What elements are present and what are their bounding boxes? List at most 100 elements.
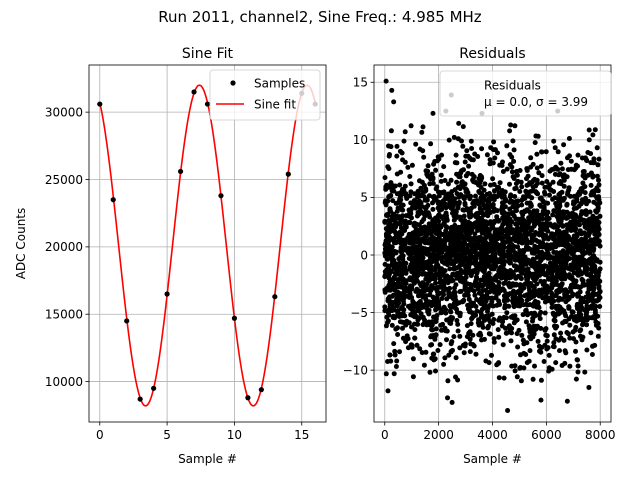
residual-point: [457, 345, 463, 351]
residual-point: [565, 214, 571, 220]
residual-point: [536, 312, 542, 318]
residual-point: [588, 237, 594, 243]
residual-point: [458, 278, 464, 284]
residual-point: [427, 285, 433, 291]
residual-point: [596, 231, 602, 237]
residual-point: [491, 266, 497, 272]
residual-point: [571, 167, 577, 173]
residual-point: [392, 217, 398, 223]
residual-point: [570, 309, 576, 315]
residual-point: [482, 181, 488, 187]
residual-point: [425, 163, 431, 169]
residual-point: [455, 241, 461, 247]
residual-point: [479, 337, 484, 343]
residual-point: [588, 160, 594, 166]
residual-point: [386, 166, 392, 172]
residual-point: [597, 266, 603, 272]
residual-point: [469, 171, 475, 177]
residual-point: [484, 198, 490, 204]
residual-point: [432, 220, 438, 226]
residual-point: [566, 316, 572, 322]
residual-point: [543, 149, 549, 155]
residual-point: [392, 352, 398, 358]
residual-point: [531, 331, 537, 337]
residual-point: [530, 376, 536, 382]
residual-point: [592, 241, 598, 247]
sine-fit-ytick-label: 20000: [45, 240, 83, 254]
residual-point: [539, 173, 545, 179]
residual-point: [552, 145, 558, 151]
residual-point: [594, 145, 600, 151]
residual-point: [451, 334, 457, 340]
residual-point: [530, 275, 536, 281]
residual-point: [542, 184, 548, 190]
residual-point: [495, 236, 501, 242]
residual-point: [573, 241, 578, 246]
residual-point: [439, 310, 445, 315]
residual-point: [428, 334, 434, 340]
residual-point: [413, 244, 419, 250]
residual-point: [436, 193, 442, 199]
sine-fit-curve: [98, 84, 317, 407]
residual-point: [508, 229, 514, 235]
residual-point: [590, 298, 596, 304]
residual-point: [387, 243, 393, 249]
residual-point: [485, 284, 491, 290]
residual-point: [587, 209, 593, 215]
residual-point: [488, 204, 494, 209]
residual-point: [519, 332, 525, 338]
residual-point: [399, 313, 405, 319]
residual-point: [481, 187, 487, 193]
residual-point: [523, 246, 529, 252]
sine-fit-legend-label: Sine fit: [254, 98, 296, 112]
residual-point: [471, 288, 477, 294]
residual-point: [444, 213, 449, 219]
residual-point: [569, 293, 575, 299]
residual-point: [428, 322, 433, 328]
residual-point: [586, 216, 592, 222]
residual-point: [497, 288, 503, 294]
residual-point: [419, 129, 425, 135]
residual-point: [445, 257, 451, 263]
residual-point: [590, 132, 596, 138]
sample-point: [177, 168, 184, 175]
residual-point: [588, 182, 594, 188]
residual-point: [544, 242, 550, 248]
residual-point: [561, 142, 567, 148]
residual-point: [563, 313, 569, 319]
residual-point: [558, 276, 564, 282]
residual-point: [569, 262, 575, 268]
residual-point: [395, 205, 401, 211]
residual-point: [546, 368, 552, 374]
residual-point: [557, 295, 563, 301]
residual-point: [525, 266, 531, 272]
residual-point: [541, 359, 547, 364]
residual-point: [542, 299, 548, 305]
residual-outlier-point: [445, 395, 451, 401]
residual-point: [491, 317, 497, 322]
residual-point: [435, 240, 441, 246]
residual-point: [449, 233, 454, 239]
residual-point: [517, 168, 523, 173]
residual-point: [418, 185, 424, 191]
residual-point: [427, 236, 433, 242]
residual-outlier-point: [449, 399, 455, 405]
residual-point: [485, 304, 491, 310]
residual-point: [501, 213, 507, 219]
sine-fit-ytick-label: 30000: [45, 105, 83, 119]
residual-point: [544, 346, 550, 352]
residual-point: [586, 127, 592, 133]
sample-point: [258, 387, 264, 393]
residual-point: [496, 317, 502, 323]
residual-point: [427, 369, 433, 375]
residual-point: [441, 221, 447, 227]
residual-point: [382, 287, 388, 293]
residual-point: [396, 300, 402, 306]
residual-point: [459, 138, 464, 144]
residual-point: [520, 312, 526, 318]
residual-point: [596, 226, 602, 232]
residual-point: [410, 374, 416, 380]
residual-point: [590, 173, 596, 179]
residual-point: [534, 165, 540, 171]
residual-point: [504, 330, 510, 336]
